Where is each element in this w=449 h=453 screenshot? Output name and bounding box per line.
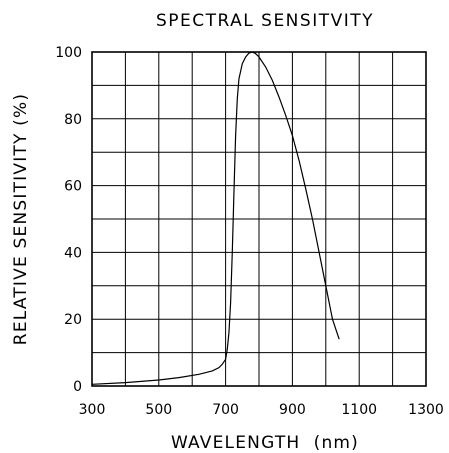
x-tick-label: 1100 bbox=[341, 402, 377, 418]
y-tick-label: 60 bbox=[64, 179, 82, 195]
plot-area-frame bbox=[91, 51, 427, 387]
y-tick-label: 0 bbox=[73, 379, 82, 395]
y-axis-title: RELATIVE SENSITIVITY (%) bbox=[11, 93, 31, 345]
x-tick-label: 500 bbox=[145, 402, 172, 418]
grid bbox=[92, 52, 426, 386]
y-tick-label: 40 bbox=[64, 245, 82, 261]
x-tick-label: 1300 bbox=[408, 402, 444, 418]
x-axis-title: WAVELENGTH (nm) bbox=[171, 433, 359, 453]
x-axis-tick-labels: 300 500 700 900 1100 1300 bbox=[79, 402, 444, 418]
x-tick-label: 300 bbox=[79, 402, 106, 418]
x-tick-label: 700 bbox=[212, 402, 239, 418]
sensitivity-curve bbox=[91, 51, 340, 385]
chart-title: SPECTRAL SENSITVITY bbox=[156, 11, 374, 31]
y-tick-label: 100 bbox=[55, 45, 82, 61]
y-tick-label: 80 bbox=[64, 112, 82, 128]
y-axis-tick-labels: 0 20 40 60 80 100 bbox=[55, 45, 82, 395]
x-tick-label: 900 bbox=[279, 402, 306, 418]
y-tick-label: 20 bbox=[64, 312, 82, 328]
